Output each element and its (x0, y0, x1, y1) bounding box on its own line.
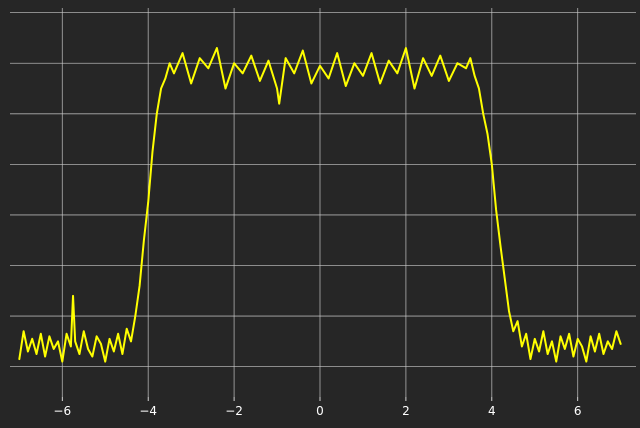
x-tick-label: 2 (402, 404, 410, 418)
series-line (18, 47, 622, 363)
x-tick-label: 4 (488, 404, 496, 418)
series-layer (18, 47, 622, 363)
x-axis-ticks: −6 −4 −2 0 2 4 6 (53, 397, 582, 418)
x-tick-label: 0 (316, 404, 324, 418)
x-tick-label: 6 (574, 404, 582, 418)
y-grid-lines (10, 12, 636, 368)
x-grid-lines (61, 8, 579, 397)
x-tick-label: −2 (225, 404, 243, 418)
x-tick-label: −6 (53, 404, 71, 418)
x-tick-label: −4 (139, 404, 157, 418)
